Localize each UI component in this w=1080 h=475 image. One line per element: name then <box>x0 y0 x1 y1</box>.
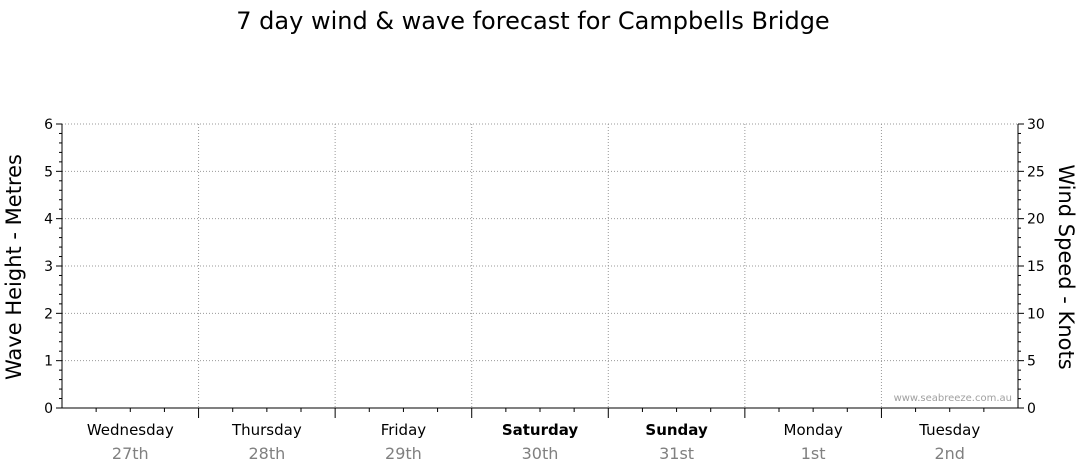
right-axis-title: Wind Speed - Knots <box>1054 164 1078 369</box>
day-name-label: Sunday <box>645 421 708 439</box>
left-axis-title: Wave Height - Metres <box>2 154 26 380</box>
day-name-label: Friday <box>381 421 427 439</box>
credit-watermark: www.seabreeze.com.au <box>894 393 1012 404</box>
day-name-label: Thursday <box>231 421 302 439</box>
day-date-label: 30th <box>522 444 559 463</box>
left-tick-label: 4 <box>44 212 53 228</box>
day-name-label: Monday <box>784 421 843 439</box>
day-date-label: 29th <box>385 444 422 463</box>
right-tick-label: 10 <box>1027 306 1045 322</box>
day-date-label: 27th <box>112 444 149 463</box>
day-date-label: 28th <box>248 444 285 463</box>
right-tick-label: 30 <box>1027 117 1045 133</box>
axes <box>56 123 1024 418</box>
left-tick-label: 6 <box>44 117 53 133</box>
right-tick-label: 5 <box>1027 354 1036 370</box>
tick-labels: 0 1 2 3 4 5 6 0 5 10 15 20 25 30 <box>44 117 1045 417</box>
day-labels: Wednesday 27th Thursday 28th Friday 29th Satur… <box>87 421 980 463</box>
right-tick-label: 25 <box>1027 164 1045 180</box>
right-tick-label: 0 <box>1027 401 1036 417</box>
day-name-label: Tuesday <box>918 421 980 439</box>
day-date-label: 31st <box>659 444 694 463</box>
left-tick-label: 2 <box>44 306 53 322</box>
left-tick-label: 1 <box>44 354 53 370</box>
left-tick-label: 3 <box>44 259 53 275</box>
right-tick-label: 20 <box>1027 212 1045 228</box>
left-tick-label: 0 <box>44 401 53 417</box>
right-tick-label: 15 <box>1027 259 1045 275</box>
day-name-label: Saturday <box>502 421 579 439</box>
day-date-label: 2nd <box>934 444 964 463</box>
grid-lines <box>62 123 1018 408</box>
day-name-label: Wednesday <box>87 421 174 439</box>
day-date-label: 1st <box>801 444 826 463</box>
left-tick-label: 5 <box>44 164 53 180</box>
chart-title: 7 day wind & wave forecast for Campbells… <box>236 7 829 35</box>
